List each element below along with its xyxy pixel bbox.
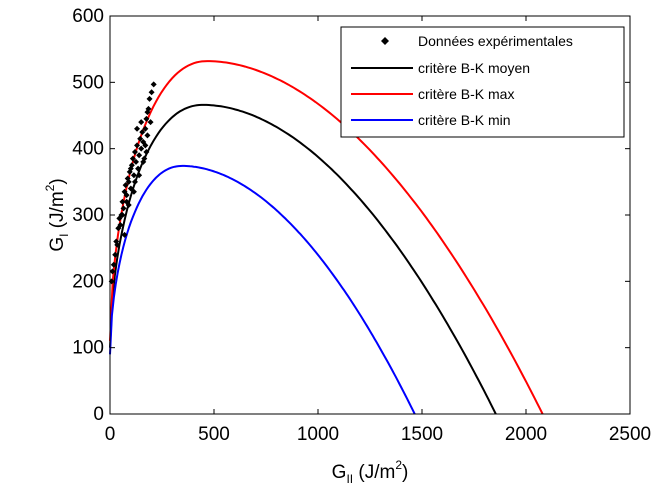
legend: Données expérimentales critère B-K moyen… <box>340 26 625 138</box>
legend-box <box>340 26 625 138</box>
legend-label-scatter: Données expérimentales <box>418 33 573 49</box>
scatter-point <box>147 119 154 126</box>
series-line-1 <box>109 60 544 415</box>
x-tick-label: 2000 <box>505 424 547 445</box>
scatter-point <box>140 158 147 165</box>
scatter-point <box>119 198 126 205</box>
scatter-point <box>134 142 141 149</box>
legend-item-moyen: critère B-K moyen <box>351 60 530 76</box>
scatter-point <box>142 125 149 132</box>
x-tick-label: 1500 <box>401 424 443 445</box>
legend-label-max: critère B-K max <box>418 86 514 102</box>
scatter-point <box>127 165 134 172</box>
scatter-point <box>143 115 150 122</box>
scatter-point <box>144 132 151 139</box>
scatter-point <box>112 251 119 258</box>
y-tick-label: 0 <box>93 404 104 425</box>
scatter-point <box>133 158 139 165</box>
series-lines <box>109 60 544 415</box>
y-tick-label: 500 <box>72 72 104 93</box>
scatter-point <box>134 125 141 132</box>
legend-item-max: critère B-K max <box>351 86 514 102</box>
scatter-point <box>135 165 142 172</box>
y-tick-label: 300 <box>72 205 104 226</box>
scatter-point <box>146 95 153 102</box>
scatter-point <box>131 178 138 185</box>
y-axis-label-close: ) <box>47 178 68 184</box>
y-axis-label-sup: 2 <box>43 184 57 191</box>
x-axis-label-sup: 2 <box>395 458 402 472</box>
scatter-point <box>131 148 138 155</box>
scatter-point <box>150 81 157 88</box>
scatter-points <box>108 81 157 285</box>
scatter-point <box>130 188 137 195</box>
scatter-point <box>119 212 126 218</box>
scatter-point <box>122 182 129 189</box>
scatter-point <box>136 152 143 159</box>
series-line-2 <box>109 164 416 415</box>
y-tick-label: 200 <box>72 271 104 292</box>
y-axis-label: GI (J/m2) <box>43 178 71 251</box>
x-tick-label: 0 <box>105 424 116 445</box>
x-axis-label: GII (J/m2) <box>332 458 409 486</box>
scatter-point <box>125 178 132 185</box>
x-tick-label: 500 <box>198 424 230 445</box>
y-axis-label-unit: (J/m <box>47 191 68 233</box>
legend-item-min: critère B-K min <box>351 112 511 128</box>
scatter-point <box>138 119 145 126</box>
scatter-point <box>136 172 143 179</box>
x-tick-label: 1000 <box>297 424 339 445</box>
scatter-point <box>123 192 130 199</box>
scatter-point <box>109 268 116 275</box>
scatter-point <box>129 155 136 162</box>
y-axis-label-sub: I <box>57 234 71 237</box>
series-line-0 <box>109 103 497 415</box>
y-tick-label: 600 <box>72 6 104 27</box>
scatter-point <box>125 202 132 209</box>
scatter-point <box>139 129 146 136</box>
x-axis-label-sub: II <box>346 472 353 486</box>
scatter-point <box>127 185 134 192</box>
x-axis-label-main: G <box>332 462 347 483</box>
y-axis-label-main: G <box>47 237 68 252</box>
scatter-point <box>143 148 150 155</box>
scatter-point <box>130 172 137 179</box>
scatter-point <box>110 261 117 268</box>
scatter-point <box>120 205 127 212</box>
scatter-point <box>138 145 145 152</box>
scatter-point <box>114 241 121 248</box>
legend-label-moyen: critère B-K moyen <box>418 60 530 76</box>
axis-ticks: 0 500 1000 1500 2000 2500 0 100 200 300 400 500 600 <box>72 6 651 445</box>
y-tick-label: 400 <box>72 139 104 160</box>
x-axis-label-unit: (J/m <box>353 462 395 483</box>
scatter-point <box>144 109 151 116</box>
x-axis-label-close: ) <box>402 462 408 483</box>
scatter-point <box>137 135 144 142</box>
scatter-point <box>117 221 124 228</box>
x-tick-label: 2500 <box>609 424 651 445</box>
legend-item-scatter: Données expérimentales <box>381 33 573 49</box>
scatter-point <box>121 231 128 238</box>
legend-label-min: critère B-K min <box>418 112 511 128</box>
y-tick-label: 100 <box>72 338 104 359</box>
scatter-point <box>148 89 155 96</box>
legend-marker-diamond <box>381 37 389 45</box>
scatter-point <box>142 142 149 149</box>
